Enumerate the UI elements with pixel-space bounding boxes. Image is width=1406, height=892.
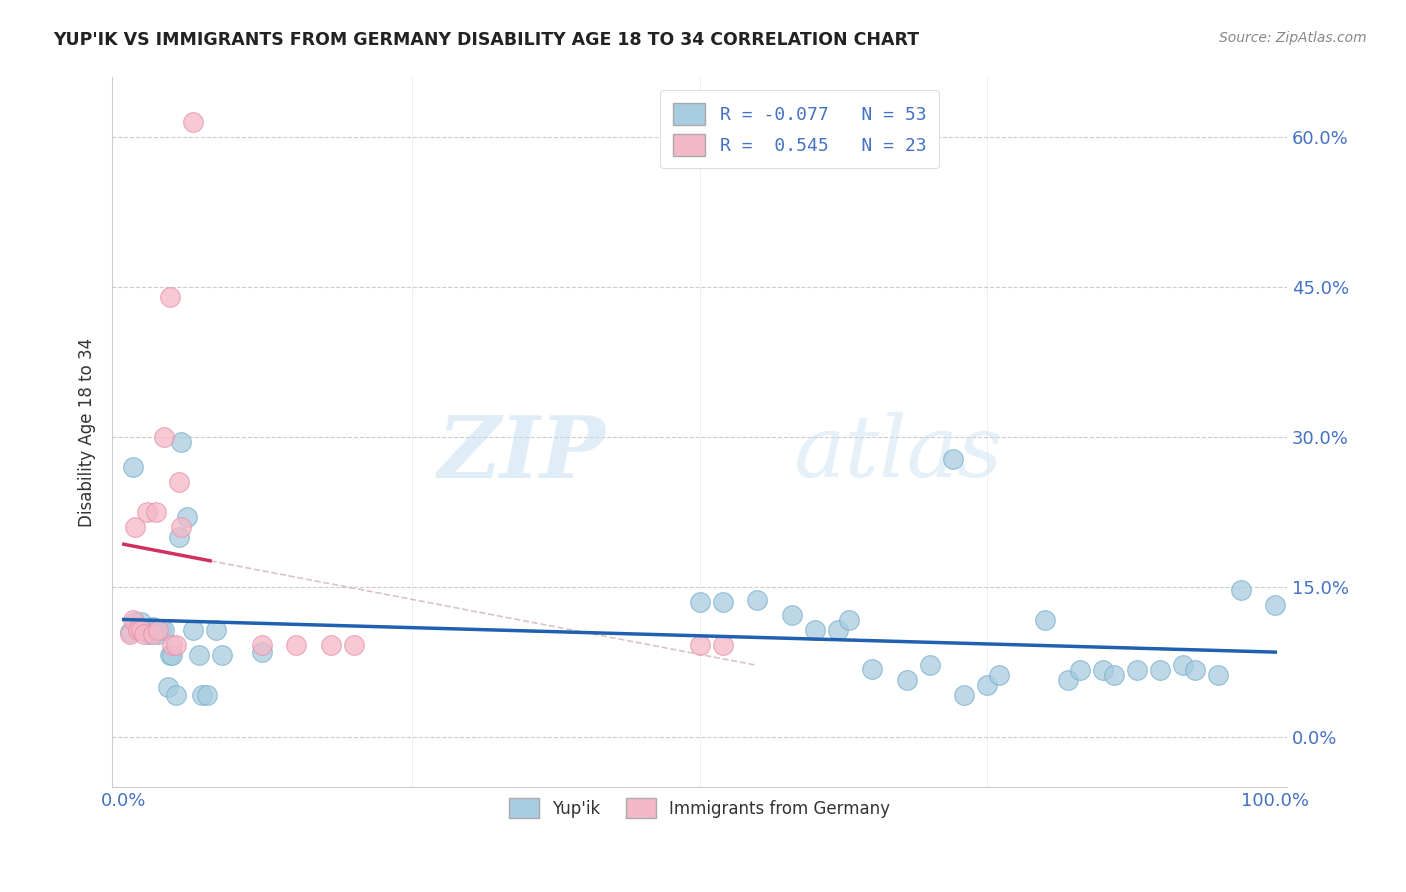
Point (827, 624, 849, 638)
Text: YUP'IK VS IMMIGRANTS FROM GERMANY DISABILITY AGE 18 TO 34 CORRELATION CHART: YUP'IK VS IMMIGRANTS FROM GERMANY DISABI… (53, 31, 920, 49)
Point (205, 624, 228, 638)
Point (319, 638, 342, 652)
Point (250, 638, 273, 652)
Point (160, 648, 183, 663)
Point (129, 615, 152, 630)
Point (148, 627, 170, 641)
Point (803, 624, 825, 638)
Point (141, 620, 163, 634)
Point (1033, 613, 1056, 627)
Point (181, 115, 204, 129)
Point (187, 648, 209, 663)
Point (160, 638, 183, 652)
Point (165, 688, 187, 702)
Point (1184, 663, 1206, 677)
Point (145, 505, 167, 519)
Text: Source: ZipAtlas.com: Source: ZipAtlas.com (1219, 31, 1367, 45)
Point (127, 620, 149, 634)
Point (1057, 673, 1080, 688)
Point (711, 638, 734, 652)
Point (1102, 668, 1125, 682)
Point (159, 290, 181, 304)
Legend: Yup'ik, Immigrants from Germany: Yup'ik, Immigrants from Germany (502, 791, 897, 825)
Point (1126, 663, 1149, 677)
Point (191, 688, 214, 702)
Point (145, 622, 167, 636)
Point (138, 627, 160, 641)
Point (134, 624, 156, 638)
Point (167, 475, 190, 490)
Point (135, 624, 157, 638)
Point (167, 530, 190, 544)
Point (838, 613, 860, 627)
Point (1229, 583, 1251, 598)
Point (1173, 658, 1195, 673)
Point (124, 520, 146, 534)
Y-axis label: Disability Age 18 to 34: Disability Age 18 to 34 (79, 338, 96, 527)
Text: ZIP: ZIP (437, 412, 606, 495)
Point (170, 435, 193, 450)
Point (211, 648, 233, 663)
Point (122, 613, 145, 627)
Point (195, 688, 218, 702)
Point (711, 595, 734, 609)
Text: atlas: atlas (793, 412, 1002, 495)
Point (165, 638, 187, 652)
Point (153, 430, 176, 444)
Point (343, 638, 366, 652)
Point (896, 673, 918, 688)
Point (124, 615, 146, 630)
Point (1264, 599, 1286, 613)
Point (1149, 663, 1171, 677)
Point (181, 624, 204, 638)
Point (149, 622, 172, 636)
Point (118, 625, 141, 640)
Point (122, 460, 145, 475)
Point (942, 452, 965, 467)
Point (1069, 663, 1091, 677)
Point (285, 638, 308, 652)
Point (156, 680, 179, 694)
Point (118, 627, 141, 641)
Point (250, 645, 273, 659)
Point (745, 593, 768, 607)
Point (129, 624, 152, 638)
Point (953, 688, 976, 702)
Point (860, 662, 883, 676)
Point (987, 668, 1010, 682)
Point (170, 520, 193, 534)
Point (689, 638, 711, 652)
Point (148, 624, 170, 638)
Point (918, 658, 941, 673)
Point (1206, 668, 1229, 682)
Point (976, 678, 998, 692)
Point (176, 510, 198, 524)
Point (135, 505, 157, 519)
Point (134, 627, 156, 641)
Point (153, 624, 176, 638)
Point (780, 608, 803, 623)
Point (127, 624, 149, 638)
Point (689, 595, 711, 609)
Point (141, 627, 163, 641)
Point (159, 648, 181, 663)
Point (1091, 663, 1114, 677)
